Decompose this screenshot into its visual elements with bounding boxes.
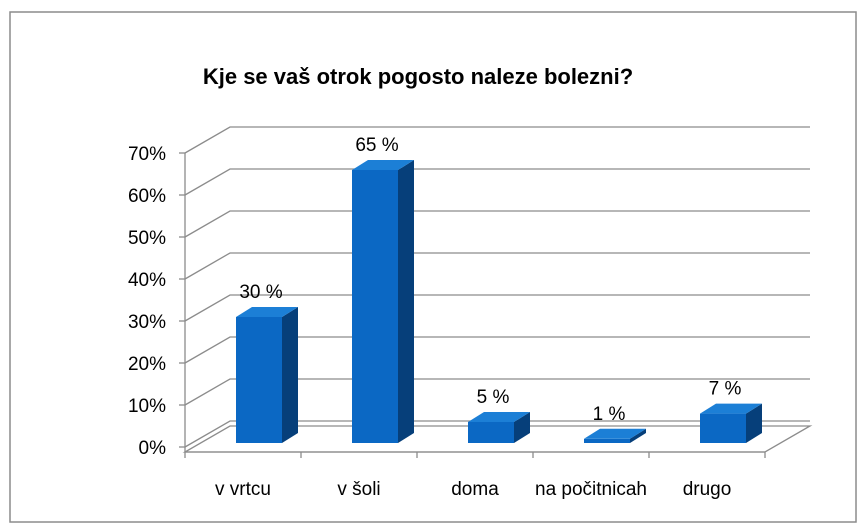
x-tick-label: na počitnicah <box>535 479 647 500</box>
bar <box>236 317 282 443</box>
y-tick-label: 20% <box>128 354 166 375</box>
data-label: 1 % <box>593 404 626 425</box>
bar-top <box>352 160 414 170</box>
x-tick-label: drugo <box>683 479 732 500</box>
data-label: 7 % <box>709 379 742 400</box>
y-tick-label: 70% <box>128 144 166 165</box>
data-label: 5 % <box>477 387 510 408</box>
bar <box>700 413 746 443</box>
bar-side <box>630 428 646 443</box>
grid-line <box>184 126 810 154</box>
x-tick-label: v vrtcu <box>215 479 271 500</box>
bar-top <box>584 428 646 439</box>
grid-line <box>184 294 810 322</box>
bar-top <box>700 403 762 414</box>
bar-side <box>514 412 530 443</box>
bar-top <box>236 307 298 317</box>
bar <box>584 438 630 443</box>
y-tick-label: 50% <box>128 228 166 249</box>
data-label: 65 % <box>355 135 398 156</box>
bar-side <box>398 160 414 443</box>
bar-side <box>746 403 762 443</box>
bar-top <box>468 412 530 422</box>
grid-line <box>184 210 810 238</box>
y-tick-label: 0% <box>139 438 167 459</box>
bar <box>352 170 398 443</box>
bar-side <box>282 307 298 443</box>
y-tick-label: 10% <box>128 396 166 417</box>
y-tick-label: 30% <box>128 312 166 333</box>
y-tick-label: 40% <box>128 270 166 291</box>
grid-line <box>184 252 810 280</box>
data-label: 30 % <box>239 282 282 303</box>
grid-line <box>184 168 810 196</box>
y-tick-label: 60% <box>128 186 166 207</box>
grid-line <box>184 336 810 364</box>
chart-title: Kje se vaš otrok pogosto naleze bolezni? <box>203 64 633 89</box>
x-tick-label: doma <box>451 479 499 500</box>
grid-line <box>184 378 810 406</box>
bar <box>468 422 514 443</box>
x-tick-label: v šoli <box>337 479 380 500</box>
grid-line <box>184 420 810 448</box>
